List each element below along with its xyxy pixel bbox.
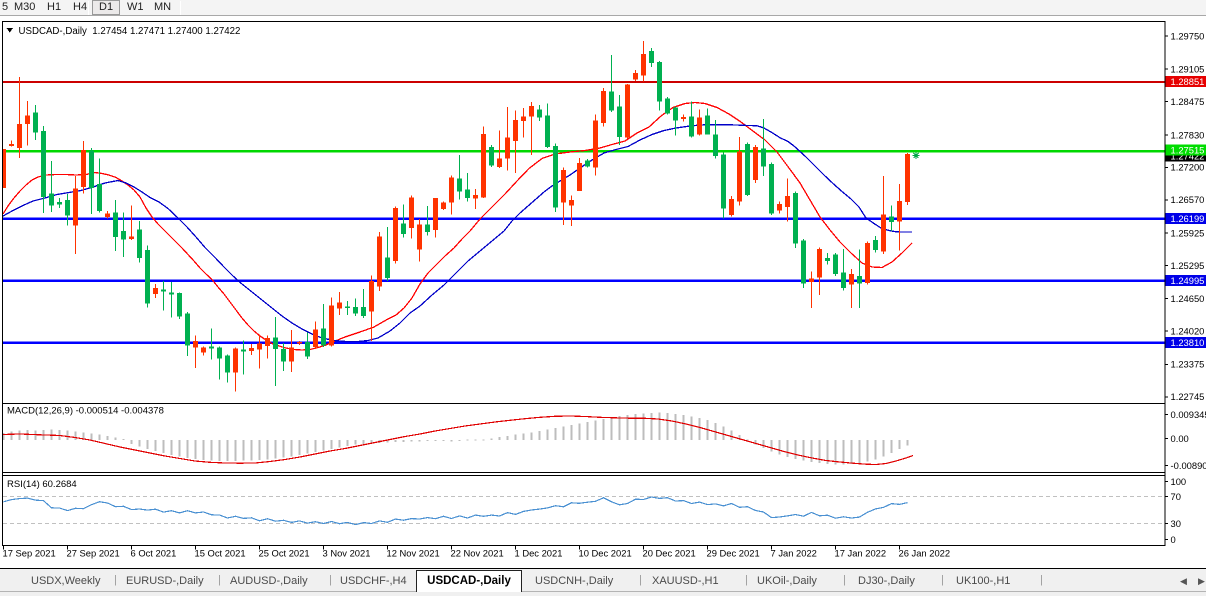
svg-text:17 Sep 2021: 17 Sep 2021 xyxy=(3,548,56,559)
svg-text:MACD(12,26,9) -0.000514 -0.004: MACD(12,26,9) -0.000514 -0.004378 xyxy=(7,406,164,417)
svg-text:1.23810: 1.23810 xyxy=(1171,337,1205,348)
svg-text:7 Jan 2022: 7 Jan 2022 xyxy=(771,548,817,559)
svg-text:1.27515: 1.27515 xyxy=(1171,144,1205,155)
svg-text:1 Dec 2021: 1 Dec 2021 xyxy=(515,548,563,559)
svg-text:1.24650: 1.24650 xyxy=(1171,293,1205,304)
svg-text:USDCAD-,Daily 1.27454 1.27471: USDCAD-,Daily 1.27454 1.27471 1.27400 1.… xyxy=(19,26,241,37)
svg-text:1.28851: 1.28851 xyxy=(1171,76,1205,87)
svg-text:1.26199: 1.26199 xyxy=(1171,213,1205,224)
svg-text:1.24995: 1.24995 xyxy=(1171,275,1205,286)
svg-text:12 Nov 2021: 12 Nov 2021 xyxy=(387,548,440,559)
svg-text:1.29105: 1.29105 xyxy=(1171,64,1205,75)
svg-text:100: 100 xyxy=(1171,476,1187,487)
svg-text:6 Oct 2021: 6 Oct 2021 xyxy=(131,548,177,559)
svg-text:25 Oct 2021: 25 Oct 2021 xyxy=(259,548,310,559)
svg-text:-0.00890: -0.00890 xyxy=(1171,460,1206,471)
svg-text:30: 30 xyxy=(1171,518,1181,529)
svg-text:1.25295: 1.25295 xyxy=(1171,260,1205,271)
svg-text:3 Nov 2021: 3 Nov 2021 xyxy=(323,548,371,559)
svg-text:22 Nov 2021: 22 Nov 2021 xyxy=(451,548,504,559)
svg-text:0: 0 xyxy=(1171,534,1176,545)
svg-text:1.24020: 1.24020 xyxy=(1171,326,1205,337)
svg-text:20 Dec 2021: 20 Dec 2021 xyxy=(643,548,696,559)
svg-text:10 Dec 2021: 10 Dec 2021 xyxy=(579,548,632,559)
svg-text:1.23375: 1.23375 xyxy=(1171,359,1205,370)
svg-text:1.29750: 1.29750 xyxy=(1171,30,1205,41)
svg-text:1.27200: 1.27200 xyxy=(1171,162,1205,173)
svg-text:27 Sep 2021: 27 Sep 2021 xyxy=(67,548,120,559)
svg-text:70: 70 xyxy=(1171,491,1181,502)
svg-text:1.27830: 1.27830 xyxy=(1171,129,1205,140)
svg-text:RSI(14) 60.2684: RSI(14) 60.2684 xyxy=(7,479,77,490)
svg-text:0.00: 0.00 xyxy=(1171,433,1189,444)
svg-text:1.27422: 1.27422 xyxy=(1171,150,1205,161)
svg-text:17 Jan 2022: 17 Jan 2022 xyxy=(835,548,887,559)
svg-text:15 Oct 2021: 15 Oct 2021 xyxy=(195,548,246,559)
svg-text:1.26570: 1.26570 xyxy=(1171,194,1205,205)
svg-text:1.25925: 1.25925 xyxy=(1171,227,1205,238)
svg-text:0.009345: 0.009345 xyxy=(1171,409,1206,420)
svg-text:29 Dec 2021: 29 Dec 2021 xyxy=(707,548,760,559)
svg-text:26 Jan 2022: 26 Jan 2022 xyxy=(899,548,951,559)
svg-text:1.22745: 1.22745 xyxy=(1171,391,1205,402)
svg-text:1.28475: 1.28475 xyxy=(1171,96,1205,107)
